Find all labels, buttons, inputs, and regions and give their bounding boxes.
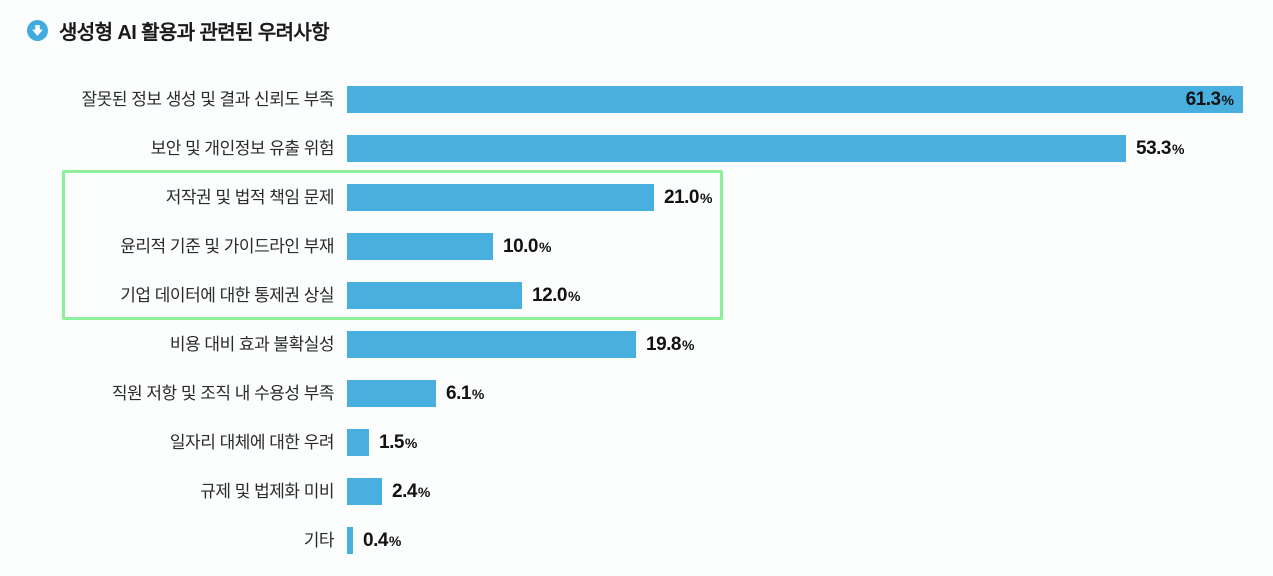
value-label: 53.3%: [1136, 135, 1184, 162]
value-unit: %: [471, 386, 485, 402]
bar: [347, 184, 654, 211]
value-label: 21.0%: [664, 184, 712, 211]
category-label: 비용 대비 효과 불확실성: [169, 335, 335, 354]
value-unit: %: [699, 190, 713, 206]
bar: [347, 282, 522, 309]
bar: [347, 86, 1243, 113]
highlight-box: [62, 170, 723, 320]
value-label: 1.5%: [379, 429, 417, 456]
value-label: 2.4%: [392, 478, 430, 505]
value-unit: %: [404, 435, 418, 451]
category-label: 기업 데이터에 대한 통제권 상실: [120, 286, 334, 305]
category-label: 저작권 및 법적 책임 문제: [165, 188, 335, 207]
chart-row: 비용 대비 효과 불확실성 19.8%: [0, 331, 1273, 358]
value-number: 61.3: [1185, 89, 1221, 110]
value-number: 0.4: [363, 530, 388, 551]
circle-down-arrow-icon: [27, 20, 48, 41]
value-number: 10.0: [503, 236, 538, 257]
chart-row: 일자리 대체에 대한 우려 1.5%: [0, 429, 1273, 456]
bar: [347, 331, 636, 358]
chart-header: 생성형 AI 활용과 관련된 우려사항: [27, 16, 330, 45]
bar: [347, 380, 436, 407]
chart-row: 잘못된 정보 생성 및 결과 신뢰도 부족 61.3%: [0, 86, 1273, 113]
value-label: 12.0%: [532, 282, 580, 309]
chart-title: 생성형 AI 활용과 관련된 우려사항: [59, 22, 330, 44]
value-unit: %: [681, 337, 695, 353]
value-label: 19.8%: [646, 331, 694, 358]
category-label: 일자리 대체에 대한 우려: [169, 433, 335, 452]
value-unit: %: [1221, 92, 1234, 108]
chart-row: 윤리적 기준 및 가이드라인 부재 10.0%: [0, 233, 1273, 260]
value-number: 12.0: [532, 285, 567, 306]
value-unit: %: [388, 533, 402, 549]
chart-row: 기업 데이터에 대한 통제권 상실 12.0%: [0, 282, 1273, 309]
category-label: 기타: [303, 531, 335, 550]
value-number: 6.1: [446, 383, 471, 404]
category-label: 직원 저항 및 조직 내 수용성 부족: [111, 384, 335, 403]
value-number: 19.8: [646, 334, 681, 355]
bar: [347, 527, 353, 554]
value-unit: %: [538, 239, 552, 255]
chart-row: 저작권 및 법적 책임 문제 21.0%: [0, 184, 1273, 211]
category-label: 잘못된 정보 생성 및 결과 신뢰도 부족: [81, 90, 335, 109]
bar: [347, 478, 382, 505]
chart-row: 보안 및 개인정보 유출 위험 53.3%: [0, 135, 1273, 162]
value-number: 21.0: [664, 187, 699, 208]
value-unit: %: [567, 288, 581, 304]
category-label: 규제 및 법제화 미비: [200, 482, 334, 501]
chart-row: 규제 및 법제화 미비 2.4%: [0, 478, 1273, 505]
chart-row: 기타 0.4%: [0, 527, 1273, 554]
bar: [347, 233, 493, 260]
value-unit: %: [417, 484, 431, 500]
value-number: 1.5: [379, 432, 404, 453]
category-label: 보안 및 개인정보 유출 위험: [150, 139, 335, 158]
value-label: 61.3%: [1186, 86, 1234, 113]
bar: [347, 429, 369, 456]
category-label: 윤리적 기준 및 가이드라인 부재: [120, 237, 334, 256]
value-number: 53.3: [1136, 138, 1171, 159]
value-label: 0.4%: [363, 527, 401, 554]
value-number: 2.4: [392, 481, 417, 502]
bar: [347, 135, 1126, 162]
value-label: 10.0%: [503, 233, 551, 260]
value-label: 6.1%: [446, 380, 484, 407]
value-unit: %: [1171, 141, 1185, 157]
chart-row: 직원 저항 및 조직 내 수용성 부족 6.1%: [0, 380, 1273, 407]
